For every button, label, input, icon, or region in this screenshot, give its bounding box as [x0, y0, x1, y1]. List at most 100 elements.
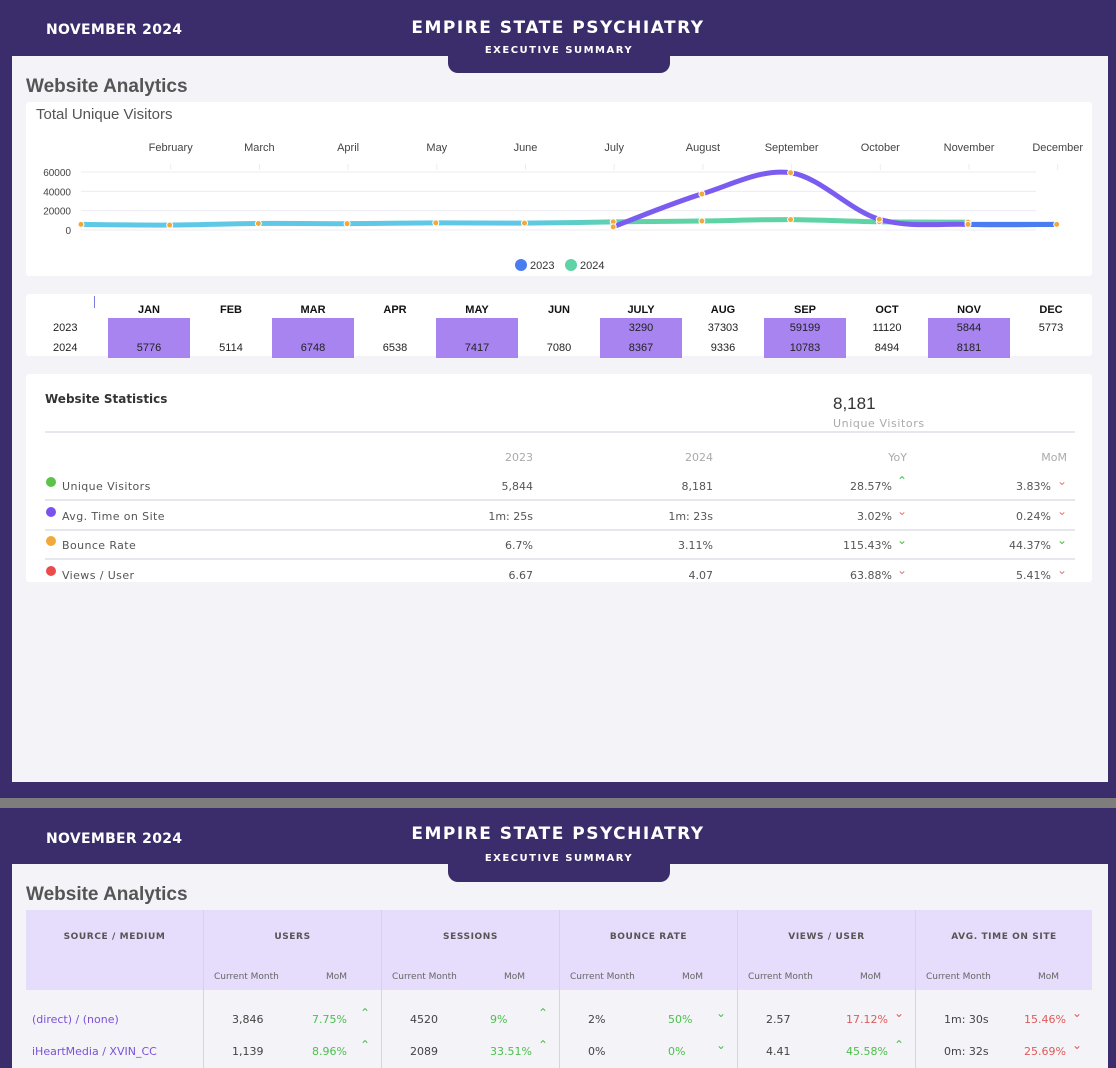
mom-value: 8.96% [312, 1045, 347, 1058]
arrow-down-icon: ⌄ [716, 1038, 727, 1052]
month-header: OCT [875, 304, 899, 316]
column-group-header: USERS Current Month MoM [204, 910, 381, 990]
metric-dot [46, 565, 56, 576]
y-tick-label: 20000 [43, 207, 71, 218]
current-month-value: 2.57 [766, 1013, 791, 1026]
current-month-value: 2% [588, 1013, 606, 1026]
current-month-value: 4520 [410, 1013, 438, 1026]
value-mom: 44.37% [1009, 539, 1051, 552]
data-point-2024 [254, 219, 262, 227]
table-cell: 37303 [707, 322, 739, 334]
month-header: AUG [710, 304, 736, 316]
value-mom: 0.24% [1016, 509, 1051, 523]
group-title: SESSIONS [442, 932, 498, 942]
sub-header-mom: MoM [682, 972, 704, 982]
table-cell [108, 318, 190, 338]
data-point-2023 [698, 190, 706, 198]
table-row: iHeartMedia / XVIN_CC 1,139 8.96% ⌃ 2089 33.5… [26, 1038, 1092, 1068]
data-point-2023 [875, 215, 883, 223]
report-sheet: Website Analytics Total Unique Visitors … [12, 56, 1108, 782]
mom-value: 15.46% [1024, 1013, 1066, 1026]
stats-title: Website Statistics [45, 392, 168, 406]
group-title: VIEWS / USER [788, 932, 865, 942]
arrow-down-icon: ⌄ [894, 1006, 905, 1020]
table-cell [436, 318, 518, 338]
legend-label: 2023 [530, 260, 554, 272]
subtitle-tab-2: EXECUTIVE SUMMARY [448, 844, 670, 882]
metric-dot [46, 536, 56, 546]
stats-row: Avg. Time on Site 1m: 25s 1m: 23s 3.02% ⌄ 0.2… [45, 503, 1075, 532]
x-tick-label: April [337, 142, 359, 154]
value-yoy: 63.88% [850, 568, 892, 582]
stats-row: Views / User 6.67 4.07 63.88% ⌄ 5.41% ⌄ [45, 562, 1075, 591]
cursor-marker [94, 296, 95, 308]
visitors-chart-card: Total Unique Visitors 60000 40000 20000 0 Fe… [26, 102, 1092, 276]
column-divider [381, 910, 382, 1068]
current-month-value: 0% [588, 1045, 606, 1058]
arrow-down-icon: ⌄ [1072, 1038, 1083, 1052]
data-point-2024 [787, 216, 795, 224]
data-point-2024 [77, 220, 85, 228]
stats-row: Bounce Rate 6.7% 3.11% 115.43% ⌄ 44.37% ⌄ [45, 533, 1075, 561]
column-group-header: SESSIONS Current Month MoM [382, 910, 559, 990]
data-point-2023 [1053, 220, 1061, 228]
website-statistics-card: Website Statistics 8,181 Unique Visitors… [26, 374, 1092, 582]
arrow-down-icon: ⌄ [896, 533, 907, 547]
sub-header-mom: MoM [504, 972, 526, 982]
table-cell: 8494 [874, 342, 900, 354]
legend-swatch [515, 259, 527, 271]
divider [45, 431, 1075, 433]
report-sheet-2: Website Analytics SOURCE / MEDIUM USERS Cu… [12, 864, 1108, 1068]
col-2023: 2023 [505, 451, 533, 464]
arrow-down-icon: ⌄ [1056, 474, 1067, 488]
report-month: NOVEMBER 2024 [46, 22, 183, 38]
x-tick-label: December [1032, 142, 1083, 154]
group-title: USERS [274, 932, 311, 942]
arrow-down-icon: ⌄ [1056, 533, 1067, 547]
arrow-down-icon: ⌄ [896, 562, 907, 577]
arrow-up-icon: ⌃ [538, 1006, 549, 1020]
source-medium-link[interactable]: (direct) / (none) [32, 1013, 119, 1026]
arrow-down-icon: ⌄ [896, 503, 907, 518]
section-title: Website Analytics [26, 76, 188, 97]
sub-header-current: Current Month [748, 972, 813, 982]
value-yoy: 115.43% [843, 539, 892, 552]
x-tick-label: August [686, 142, 720, 154]
source-medium-link[interactable]: iHeartMedia / XVIN_CC [32, 1045, 157, 1058]
table-cell: 5773 [1038, 322, 1064, 334]
sub-header-mom: MoM [860, 972, 882, 982]
company-name-2: EMPIRE STATE PSYCHIATRY [411, 824, 705, 844]
x-tick-label: October [861, 142, 900, 154]
table-cell: 7080 [546, 342, 572, 354]
arrow-down-icon: ⌄ [1056, 562, 1067, 577]
metric-name: Unique Visitors [62, 480, 151, 493]
table-row: 2024 5776 5114 6748 6538 7417 7080 8367 9336 1078… [26, 338, 1092, 358]
y-tick-label: 60000 [43, 168, 71, 179]
table-cell: 9336 [710, 342, 736, 354]
y-tick-label: 40000 [43, 187, 71, 198]
x-tick-label: September [765, 142, 819, 154]
stats-header-row: 2023 2024 YoY MoM [45, 447, 1075, 473]
monthly-table: JAN FEB MAR APR MAY JUN JULY AUG SEP OCT NOV DEC 20… [26, 294, 1092, 358]
col-yoy: YoY [888, 451, 907, 464]
column-divider [203, 910, 204, 1068]
data-point-2024 [521, 219, 528, 227]
column-group-header: AVG. TIME ON SITE Current Month MoM [916, 910, 1092, 990]
group-title: SOURCE / MEDIUM [63, 932, 166, 942]
table-cell: 11120 [872, 322, 902, 334]
month-header: DEC [1039, 304, 1063, 316]
row-year-label: 2023 [53, 322, 78, 334]
monthly-visitors-table: JAN FEB MAR APR MAY JUN JULY AUG SEP OCT NOV DEC 20… [26, 294, 1092, 358]
value-2024: 3.11% [678, 539, 713, 552]
value-2023: 5,844 [501, 480, 534, 493]
data-point-2024 [698, 217, 706, 225]
divider [45, 528, 1075, 531]
table-cell: 5844 [928, 318, 1010, 338]
value-2023: 1m: 25s [488, 509, 533, 523]
visitors-line-chart: 60000 40000 20000 0 February March April May Jun… [43, 142, 1083, 272]
sub-header-mom: MoM [1038, 972, 1060, 982]
group-title: AVG. TIME ON SITE [951, 932, 1057, 942]
value-mom: 5.41% [1016, 568, 1051, 582]
sub-header-current: Current Month [926, 972, 991, 982]
table-cell [354, 318, 436, 338]
